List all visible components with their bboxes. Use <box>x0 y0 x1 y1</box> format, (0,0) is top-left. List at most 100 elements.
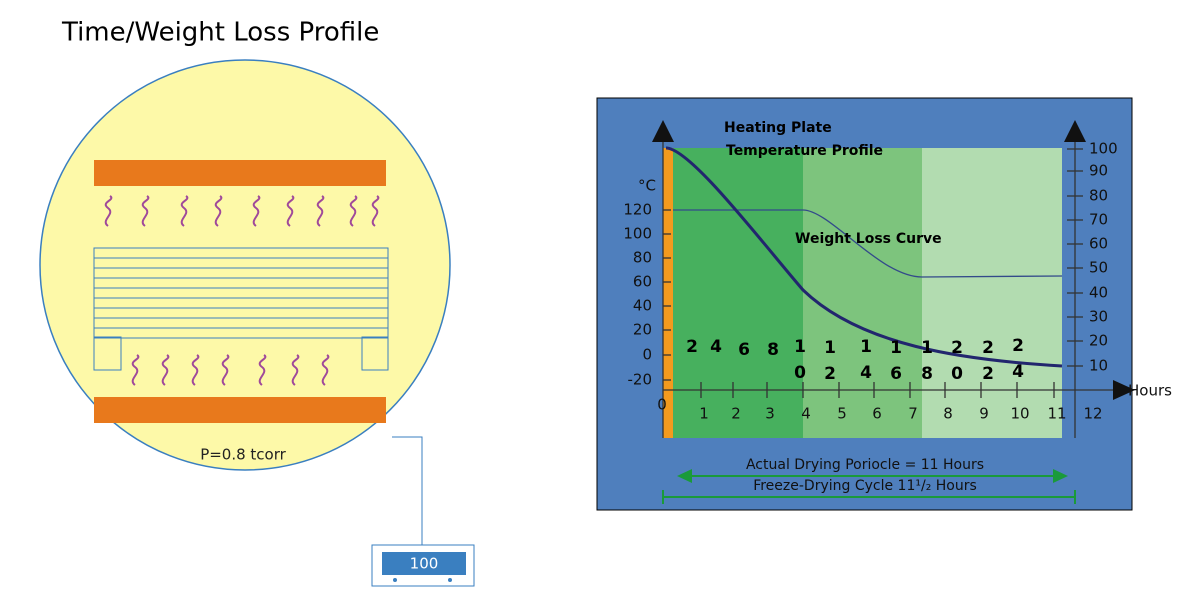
wave <box>221 354 230 386</box>
axes <box>662 140 1115 438</box>
temperature-curve <box>665 146 1063 368</box>
vapor-waves <box>104 195 380 386</box>
right-tick-label: 90 <box>1089 162 1108 180</box>
right-tick-label: 30 <box>1089 308 1108 326</box>
gauge-screen <box>382 552 466 575</box>
x-tick-label: 7 <box>908 405 918 423</box>
x-tick-label: 3 <box>765 405 775 423</box>
left-tick-label: 60 <box>633 273 652 291</box>
right-tick-label: 40 <box>1089 284 1108 302</box>
overlay-number: 1 <box>794 337 806 357</box>
heating-strip <box>663 148 673 438</box>
wave <box>191 354 200 386</box>
overlay-number: 2 <box>951 338 963 358</box>
left-tick-label: 120 <box>623 201 652 219</box>
axis-arrow <box>652 120 674 142</box>
overlay-number: 1 <box>860 337 872 357</box>
left-tick-label: 40 <box>633 297 652 315</box>
shelf-foot <box>361 336 389 371</box>
cycle-label: Freeze-Drying Cycle 11¹/₂ Hours <box>753 478 977 494</box>
axis-arrow <box>1064 120 1086 142</box>
arrow-head <box>677 469 692 483</box>
wave <box>371 195 380 227</box>
overlay-number: 2 <box>982 364 994 384</box>
overlay-number: 4 <box>1012 362 1024 382</box>
gauge-dot <box>393 578 397 582</box>
phase-3 <box>922 148 1062 438</box>
overlay-number: 6 <box>738 340 750 360</box>
wave <box>286 195 295 227</box>
wave <box>291 354 300 386</box>
right-tick-label: 80 <box>1089 187 1108 205</box>
wave <box>141 195 150 227</box>
x-tick-label: 12 <box>1083 405 1102 423</box>
x-unit: Hours <box>1128 382 1172 400</box>
overlay-number: 2 <box>686 337 698 357</box>
gauge-reading: 100 <box>410 555 439 573</box>
heating-label: Temperature Profile <box>726 143 883 159</box>
overlay-number: 8 <box>921 364 933 384</box>
overlay-number: 1 <box>921 338 933 358</box>
left-unit: °C <box>638 177 656 195</box>
overlay-number: 2 <box>982 338 994 358</box>
left-tick-label: -20 <box>628 371 653 389</box>
drying-period: Actual Drying Poriocle = 11 Hours <box>746 457 984 473</box>
overlay-number: 4 <box>710 337 722 357</box>
x-tick-label: 10 <box>1010 405 1029 423</box>
bottom-plate <box>94 397 386 423</box>
pressure-label: P=0.8 tcorr <box>200 446 286 464</box>
overlay-number: 1 <box>890 338 902 358</box>
top-plate <box>94 160 386 186</box>
wave <box>252 195 261 227</box>
wave <box>258 354 267 386</box>
axis-arrow <box>1113 380 1135 400</box>
wave <box>131 354 140 386</box>
overlay-number: 2 <box>1012 336 1024 356</box>
right-tick-label: 100 <box>1089 140 1118 158</box>
x-tick-label: 5 <box>837 405 847 423</box>
overlay-number: 2 <box>824 364 836 384</box>
title: Time/Weight Loss Profile <box>61 18 379 48</box>
right-tick-label: 20 <box>1089 332 1108 350</box>
overlay-number: 8 <box>767 340 779 360</box>
heating-label: Heating Plate <box>724 120 832 136</box>
arrow-head <box>1053 469 1068 483</box>
left-tick-label: 20 <box>633 321 652 339</box>
x-tick-label: 4 <box>801 405 811 423</box>
shelf-foot <box>93 336 122 371</box>
wave <box>104 195 113 227</box>
right-tick-label: 60 <box>1089 235 1108 253</box>
x-tick-label: 8 <box>943 405 953 423</box>
right-tick-label: 70 <box>1089 211 1108 229</box>
right-tick-label: 50 <box>1089 259 1108 277</box>
wave <box>180 195 189 227</box>
weight-loss-curve <box>673 209 1063 278</box>
overlay-number: 0 <box>794 363 806 383</box>
x-tick-label: 2 <box>731 405 741 423</box>
phase-2 <box>803 148 922 438</box>
gauge-wire <box>392 436 423 545</box>
overlay-number: 6 <box>890 364 902 384</box>
right-tick-label: 10 <box>1089 357 1108 375</box>
left-tick-label: 80 <box>633 249 652 267</box>
x-tick-label: 1 <box>699 405 709 423</box>
wave <box>161 354 170 386</box>
overlay-number: 1 <box>824 338 836 358</box>
shelf-stack <box>93 247 389 339</box>
left-tick-label: 0 <box>642 346 652 364</box>
phase-1 <box>673 148 803 438</box>
left-tick-label: 100 <box>623 225 652 243</box>
wave <box>321 354 330 386</box>
x-tick-label: 11 <box>1047 405 1066 423</box>
wave <box>316 195 325 227</box>
wave <box>214 195 223 227</box>
wave <box>349 195 358 227</box>
overlay-number: 0 <box>951 364 963 384</box>
x-tick-label: 0 <box>657 396 667 414</box>
shelves <box>94 257 388 329</box>
weight-label: Weight Loss Curve <box>795 231 942 247</box>
overlay-number: 4 <box>860 363 872 383</box>
gauge-dot <box>448 578 452 582</box>
x-tick-label: 6 <box>872 405 882 423</box>
